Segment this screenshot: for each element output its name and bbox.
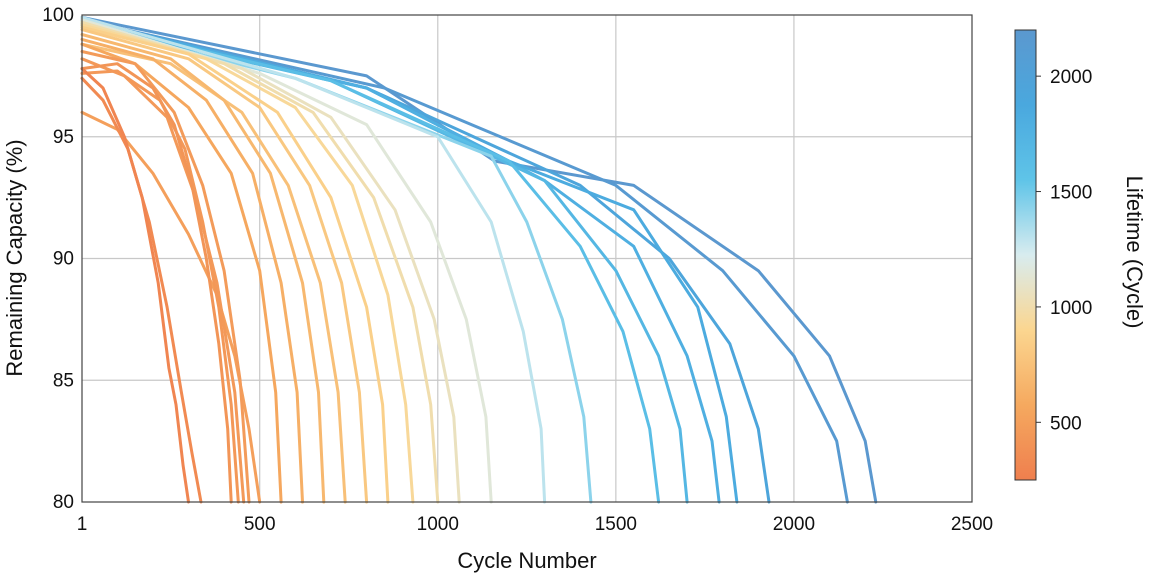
- series-line: [80, 42, 283, 504]
- series-line: [80, 20, 440, 504]
- colorbar-tick-label: 2000: [1050, 67, 1092, 88]
- plot-frame: [81, 14, 973, 503]
- series-line: [80, 37, 304, 504]
- y-tick-label: 85: [53, 370, 74, 391]
- y-axis-title: Remaining Capacity (%): [2, 139, 27, 376]
- series-line: [80, 20, 461, 504]
- series-line: [80, 67, 190, 504]
- series-line: [80, 69, 240, 504]
- colorbar-tick-labels: 500 1000 1500 2000: [1036, 67, 1092, 434]
- series-line: [80, 62, 233, 504]
- series-line: [80, 15, 547, 504]
- series-line: [80, 33, 326, 504]
- x-tick-label: 2000: [773, 514, 815, 535]
- y-tick-label: 95: [53, 127, 74, 148]
- y-tick-labels: 80 85 90 95 100: [42, 5, 74, 513]
- series-line: [80, 42, 347, 504]
- x-tick-label: 2500: [951, 514, 993, 535]
- colorbar: [1014, 29, 1037, 481]
- y-tick-label: 90: [53, 249, 74, 270]
- series-line: [80, 23, 415, 504]
- series-line: [80, 23, 721, 504]
- x-tick-label: 1500: [595, 514, 637, 535]
- y-tick-label: 80: [53, 492, 74, 513]
- series-line: [80, 25, 390, 504]
- colorbar-title: Lifetime (Cycle): [1122, 176, 1147, 329]
- colorbar-tick-label: 500: [1050, 413, 1082, 434]
- y-tick-label: 100: [42, 5, 74, 26]
- x-tick-labels: 1 500 1000 1500 2000 2500: [77, 514, 993, 535]
- x-tick-label: 1: [77, 514, 88, 535]
- series-line: [80, 76, 203, 504]
- series-line: [80, 18, 493, 504]
- x-axis-title: Cycle Number: [457, 548, 596, 573]
- series-line: [80, 20, 661, 504]
- series-line: [80, 20, 771, 504]
- series-line: [80, 28, 369, 504]
- series-lines: [80, 15, 878, 504]
- series-line: [80, 50, 251, 504]
- x-tick-label: 500: [244, 514, 276, 535]
- grid-lines: [82, 15, 972, 502]
- colorbar-tick-label: 1500: [1050, 183, 1092, 204]
- x-tick-label: 1000: [417, 514, 459, 535]
- series-line: [80, 18, 849, 504]
- colorbar-tick-label: 1000: [1050, 298, 1092, 319]
